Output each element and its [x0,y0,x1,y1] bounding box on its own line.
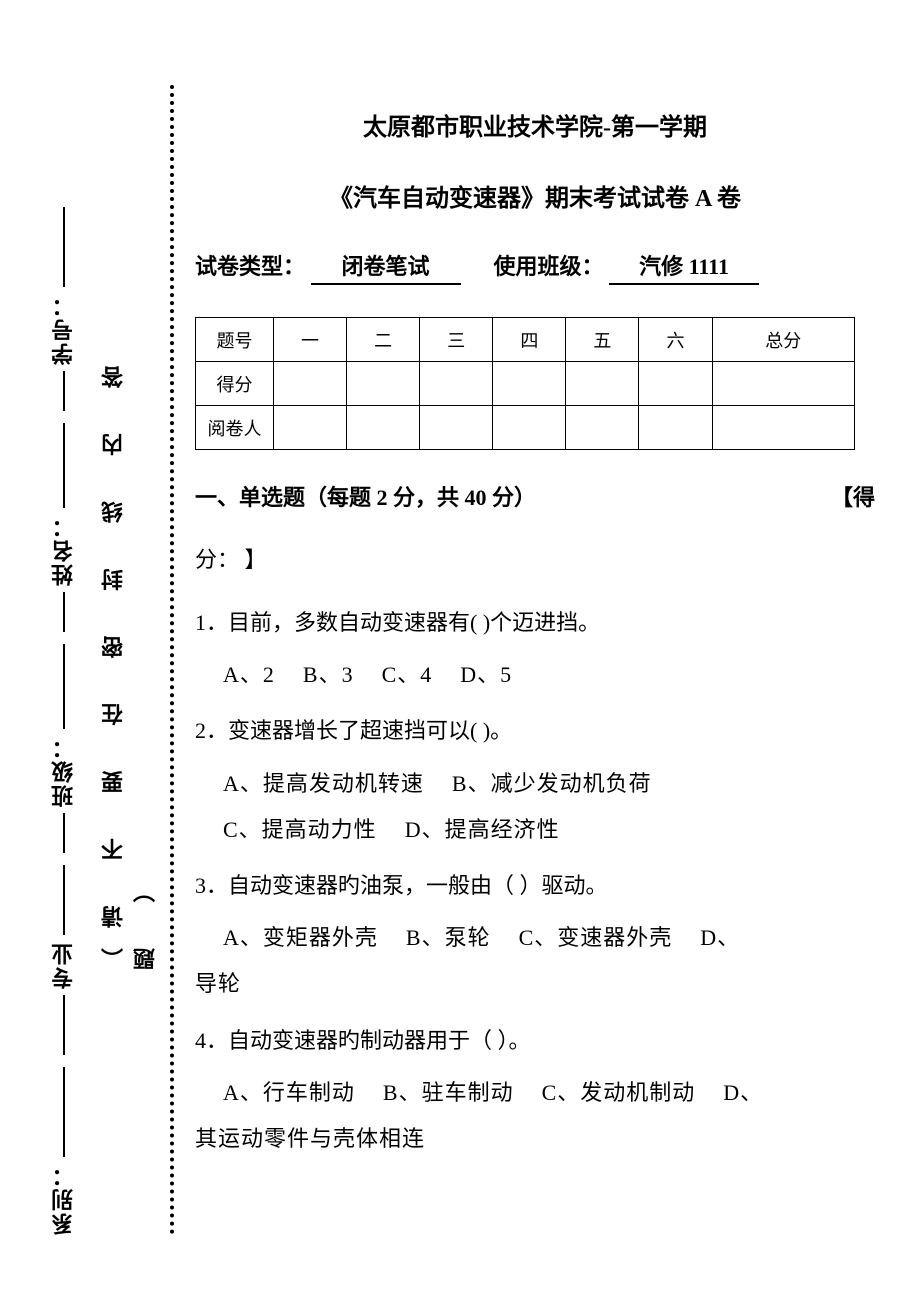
sidebar-line [63,813,65,853]
sidebar-label-dept: 系别： [48,1163,80,1235]
option: D、提高经济性 [405,817,560,842]
main-content: 太原都市职业技术学院-第一学期 《汽车自动变速器》期末考试试卷 A 卷 试卷类型… [195,95,875,1172]
course-title: 《汽车自动变速器》期末考试试卷 A 卷 [195,178,875,213]
sidebar-seal-text: （请 不 要 在 密 封 线 内 答 题 ） [98,330,162,970]
option-row: 其运动零件与壳体相连 [195,1116,875,1162]
sidebar-line [63,644,65,729]
score-cell [274,362,347,406]
table-row: 阅卷人 [196,406,855,450]
sidebar-label-id: 学号： [48,293,80,365]
question-stem: 3．自动变速器旳油泵，一般由（ ）驱动。 [195,863,875,909]
sidebar-student-info: 系别： 专业 班级： 姓名： 学号： [48,70,80,1235]
question-options: A、2 B、3 C、4 D、5 [195,652,875,698]
sidebar-seal-hint: （请 不 要 在 密 封 线 内 答 题 ） [98,330,162,970]
question-stem: 2．变速器增长了超速挡可以( )。 [195,708,875,754]
question-stem: 4．自动变速器旳制动器用于（ ）。 [195,1018,875,1064]
score-cell [347,406,420,450]
question: 2．变速器增长了超速挡可以( )。 A、提高发动机转速 B、减少发动机负荷 C、提高动… [195,708,875,853]
row-label: 得分 [196,362,274,406]
sidebar-label-name: 姓名： [48,514,80,586]
question-stem: 1．目前，多数自动变速器有( )个迈进挡。 [195,600,875,646]
col-header: 一 [274,318,347,362]
sidebar-line [63,371,65,411]
score-cell [566,362,639,406]
option-row: A、变矩器外壳 B、泵轮 C、变速器外壳 D、 [223,915,875,961]
col-header: 三 [420,318,493,362]
exam-info-line: 试卷类型： 闭卷笔试 使用班级： 汽修 1111 [195,249,875,285]
col-header: 五 [566,318,639,362]
sidebar-label-major: 专业 [48,941,80,989]
score-cell [493,406,566,450]
section-1-title: 一、单选题（每题 2 分，共 40 分） 【得 [195,480,875,512]
page: 系别： 专业 班级： 姓名： 学号： （请 不 要 在 密 封 线 内 答 题 … [0,0,920,1300]
questions-container: 1．目前，多数自动变速器有( )个迈进挡。 A、2 B、3 C、4 D、5 2．变速器增长… [195,600,875,1162]
option: A、行车制动 [223,1080,355,1105]
score-cell [712,362,854,406]
option-row: C、提高动力性 D、提高经济性 [223,807,875,853]
option: A、变矩器外壳 [223,925,378,950]
col-header: 二 [347,318,420,362]
option: C、变速器外壳 [519,925,673,950]
option: B、驻车制动 [383,1080,514,1105]
score-cell [639,406,712,450]
sidebar-line [63,592,65,632]
section-1-score-prefix: 【得 [831,480,875,512]
option-row: A、提高发动机转速 B、减少发动机负荷 [223,761,875,807]
sidebar-line [63,423,65,508]
question: 1．目前，多数自动变速器有( )个迈进挡。 A、2 B、3 C、4 D、5 [195,600,875,698]
class-value: 汽修 1111 [609,249,759,285]
question: 4．自动变速器旳制动器用于（ ）。 A、行车制动 B、驻车制动 C、发动机制动 D、其运… [195,1018,875,1163]
seal-dotted-line [170,85,174,1235]
col-header: 四 [493,318,566,362]
school-title: 太原都市职业技术学院-第一学期 [195,107,875,142]
sidebar-label-class: 班级： [48,735,80,807]
col-header: 总分 [712,318,854,362]
score-cell [420,406,493,450]
score-cell [274,406,347,450]
score-cell [347,362,420,406]
class-label: 使用班级： [494,254,604,279]
sidebar-line [63,865,65,935]
score-table: 题号 一 二 三 四 五 六 总分 得分 阅卷人 [195,317,855,450]
score-cell [420,362,493,406]
score-cell [493,362,566,406]
question-options: A、变矩器外壳 B、泵轮 C、变速器外壳 D、导轮 [195,915,875,1007]
option: C、提高动力性 [223,817,377,842]
option-row: A、行车制动 B、驻车制动 C、发动机制动 D、 [223,1070,875,1116]
section-1-heading: 一、单选题（每题 2 分，共 40 分） [195,480,536,512]
option: D、5 [460,662,512,687]
row-label: 阅卷人 [196,406,274,450]
option: B、3 [303,662,354,687]
section-1-score-suffix: 分： 】 [195,542,875,574]
score-cell [639,362,712,406]
exam-type-label: 试卷类型： [195,254,305,279]
option: C、发动机制动 [542,1080,696,1105]
question-options: A、提高发动机转速 B、减少发动机负荷 C、提高动力性 D、提高经济性 [195,761,875,853]
sidebar-line [63,995,65,1055]
row-label: 题号 [196,318,274,362]
exam-type-value: 闭卷笔试 [311,249,461,285]
score-cell [712,406,854,450]
option: A、2 [223,662,275,687]
option: D、 [700,925,740,950]
col-header: 六 [639,318,712,362]
option-row: 导轮 [195,961,875,1007]
question: 3．自动变速器旳油泵，一般由（ ）驱动。 A、变矩器外壳 B、泵轮 C、变速器外壳 D、… [195,863,875,1008]
option: C、4 [382,662,433,687]
option: A、提高发动机转速 [223,771,424,796]
question-options: A、行车制动 B、驻车制动 C、发动机制动 D、其运动零件与壳体相连 [195,1070,875,1162]
table-row: 得分 [196,362,855,406]
score-cell [566,406,639,450]
table-row: 题号 一 二 三 四 五 六 总分 [196,318,855,362]
sidebar-line [63,207,65,287]
option: D、 [723,1080,763,1105]
option: B、减少发动机负荷 [452,771,652,796]
sidebar-line [63,1067,65,1157]
option: B、泵轮 [406,925,491,950]
